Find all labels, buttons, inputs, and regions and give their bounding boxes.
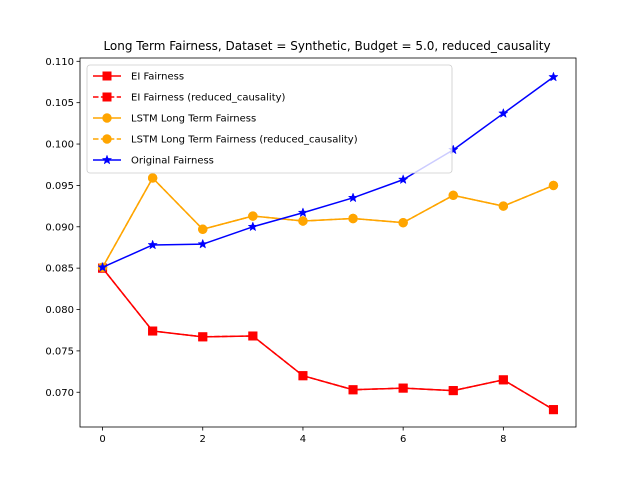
legend-box [86,64,453,174]
series-line [102,76,554,269]
data-point [247,221,259,232]
data-point [448,190,458,201]
data-point [448,386,458,396]
y-tick-label: 0.080 [45,305,74,316]
data-point [248,331,258,341]
data-point [97,261,108,272]
y-tick-label: 0.075 [45,346,74,357]
legend-label: LSTM Long Term Fairness (reduced_causali… [131,135,358,146]
data-point [198,224,208,234]
data-point [147,239,158,250]
y-tick-label: 0.090 [45,222,74,233]
legend-entry: Original Fairness [93,154,214,167]
data-point [498,375,508,385]
x-tick-label: 8 [500,434,506,445]
legend-label: EI Fairness (reduced_causality) [131,93,286,104]
series-3 [97,173,559,273]
axes-frame [79,57,577,428]
data-point [348,213,358,224]
y-tick-label: 0.085 [45,264,74,275]
legend-entry: LSTM Long Term Fairness (reduced_causali… [93,134,358,146]
y-tick-label: 0.070 [45,388,74,399]
data-point [397,174,409,185]
axes: 0 2 4 6 8 0.070 0.075 0.080 0.085 0.090 0.095 0.100… [45,57,577,445]
series-line [101,267,554,411]
x-tick-label: 0 [99,434,105,445]
y-tick-label: 0.100 [45,140,74,151]
data-point [297,207,309,218]
data-point [348,385,358,395]
data-point [498,201,509,211]
data-point [198,332,208,342]
data-point [548,180,559,191]
data-point [298,216,308,226]
data-point [398,383,408,393]
legend-marker [102,113,112,123]
chart-title: Long Term Fairness, Dataset = Synthetic,… [103,39,550,53]
legend-label: LSTM Long Term Fairness [131,114,256,125]
x-tick-label: 6 [400,434,406,445]
legend-entry: EI Fairness [93,71,184,83]
data-point [498,107,509,118]
data-point [548,405,558,415]
data-point [298,371,308,381]
x-tick-label: 4 [300,434,306,445]
plot-area [97,71,559,415]
series-line [101,177,554,268]
data-point [347,192,359,203]
series-4 [97,71,559,272]
data-point [248,211,258,221]
legend-label: EI Fairness [131,72,184,83]
legend-marker [102,134,112,144]
legend-marker [101,154,113,165]
y-tick-label: 0.095 [45,181,74,192]
legend-entry: EI Fairness (reduced_causality) [93,92,286,104]
y-tick-label: 0.110 [45,57,74,68]
data-point [148,326,158,336]
data-point [548,71,559,82]
legend-marker [102,92,112,102]
data-point [197,238,208,249]
legend-label: Original Fairness [131,156,214,167]
y-tick-label: 0.105 [45,98,74,109]
legend: EI Fairness EI Fairness (reduced_causalit… [86,64,453,174]
x-tick-label: 2 [200,434,206,445]
legend-marker [102,71,112,81]
legend-entry: LSTM Long Term Fairness [93,113,256,125]
data-point [398,217,408,228]
data-point [147,173,158,183]
